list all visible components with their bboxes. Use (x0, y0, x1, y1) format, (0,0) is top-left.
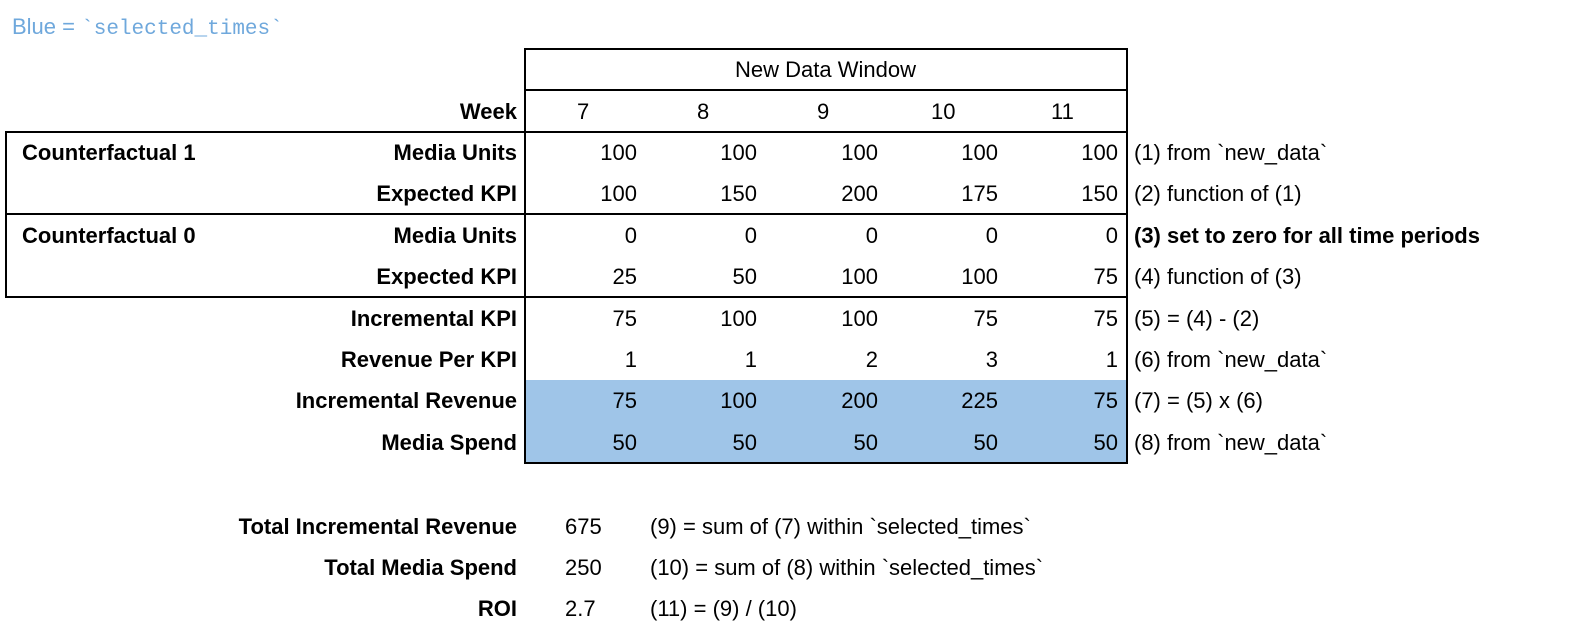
value-cell: 25 (612, 264, 637, 290)
value-cell: 200 (841, 181, 878, 207)
value-cell: 225 (961, 388, 998, 414)
total-label: Total Media Spend (324, 555, 517, 580)
value-cell: 100 (1081, 140, 1118, 165)
divider (524, 462, 1128, 464)
value-cell: 100 (720, 140, 757, 165)
week-label: Week (459, 99, 517, 124)
divider (5, 131, 7, 298)
value-cell: 3 (985, 347, 998, 372)
value-cell: 100 (600, 181, 637, 207)
row-note: (1) from `new_data` (1134, 140, 1328, 165)
divider (5, 131, 1128, 133)
total-value: 675 (565, 514, 602, 539)
value-cell: 100 (961, 140, 998, 165)
value-cell: 1 (1105, 347, 1118, 372)
table-row: Incremental Revenue 75 100 200 225 75 (7) = (5… (0, 380, 1588, 421)
table-row: Counterfactual 0 Media Units 0 0 0 0 0 (3) set … (0, 215, 1588, 256)
week-8: 8 (697, 99, 710, 124)
value-cell: 75 (973, 305, 998, 331)
total-label: Total Incremental Revenue (238, 514, 517, 539)
value-cell: 150 (720, 181, 757, 207)
value-cell: 200 (841, 388, 878, 414)
total-value: 2.7 (565, 596, 596, 621)
value-cell: 50 (973, 429, 998, 455)
row-note: (7) = (5) x (6) (1134, 388, 1263, 414)
new-data-window-title: New Data Window (735, 57, 916, 82)
total-note: (10) = sum of (8) within `selected_times… (650, 555, 1044, 580)
row-label: Expected KPI (376, 264, 517, 290)
value-cell: 150 (1081, 181, 1118, 207)
row-note: (5) = (4) - (2) (1134, 305, 1260, 331)
group-label: Counterfactual 0 (22, 222, 196, 248)
week-7: 7 (577, 99, 590, 124)
table-row: Expected KPI 25 50 100 100 75 (4) function of … (0, 256, 1588, 297)
value-cell: 100 (720, 388, 757, 414)
value-cell: 0 (624, 222, 637, 248)
divider (5, 296, 1128, 298)
value-cell: 75 (1093, 264, 1118, 290)
row-label: Media Units (393, 140, 517, 165)
row-label: Media Spend (381, 429, 517, 455)
legend: Blue = `selected_times` (12, 14, 283, 41)
week-10: 10 (931, 99, 956, 124)
value-cell: 50 (853, 429, 878, 455)
row-label: Revenue Per KPI (340, 347, 517, 372)
value-cell: 100 (720, 305, 757, 331)
row-note: (4) function of (3) (1134, 264, 1302, 290)
row-note: (2) function of (1) (1134, 181, 1302, 207)
row-label: Incremental KPI (350, 305, 517, 331)
total-note: (11) = (9) / (10) (650, 596, 797, 621)
value-cell: 75 (1093, 388, 1118, 414)
divider (524, 89, 1128, 91)
table-row: Expected KPI 100 150 200 175 150 (2) function … (0, 173, 1588, 214)
row-label: Incremental Revenue (295, 388, 517, 414)
legend-prefix: Blue = (12, 14, 82, 39)
value-cell: 100 (841, 140, 878, 165)
value-cell: 50 (732, 429, 757, 455)
value-cell: 1 (744, 347, 757, 372)
week-9: 9 (817, 99, 830, 124)
group-label: Counterfactual 1 (22, 140, 196, 165)
week-header-row: Week 7 8 9 10 11 (0, 91, 1588, 132)
value-cell: 100 (841, 305, 878, 331)
value-cell: 50 (732, 264, 757, 290)
table-row: Media Spend 50 50 50 50 50 (8) from `new_data` (0, 422, 1588, 463)
table-row: Counterfactual 1 Media Units 100 100 100 100 1… (0, 132, 1588, 173)
row-label: Expected KPI (376, 181, 517, 207)
value-cell: 50 (612, 429, 637, 455)
week-11: 11 (1051, 99, 1074, 124)
value-cell: 75 (612, 305, 637, 331)
value-cell: 0 (865, 222, 878, 248)
row-note: (3) set to zero for all time periods (1134, 222, 1480, 248)
legend-code: `selected_times` (81, 18, 283, 41)
row-note: (6) from `new_data` (1134, 347, 1328, 372)
total-row: Total Media Spend 250 (10) = sum of (8) wi… (0, 547, 1588, 588)
divider (5, 213, 1128, 215)
row-label: Media Units (393, 222, 517, 248)
value-cell: 100 (600, 140, 637, 165)
total-note: (9) = sum of (7) within `selected_times` (650, 514, 1031, 539)
value-cell: 75 (1093, 305, 1118, 331)
value-cell: 2 (865, 347, 878, 372)
value-cell: 0 (985, 222, 998, 248)
total-row: Total Incremental Revenue 675 (9) = sum of… (0, 506, 1588, 547)
value-cell: 100 (961, 264, 998, 290)
total-value: 250 (565, 555, 602, 580)
value-cell: 50 (1093, 429, 1118, 455)
divider (524, 48, 1128, 50)
divider (1126, 48, 1128, 464)
value-cell: 0 (1105, 222, 1118, 248)
table-row: Revenue Per KPI 1 1 2 3 1 (6) from `new_data` (0, 339, 1588, 380)
value-cell: 1 (624, 347, 637, 372)
selected-times-highlight (524, 380, 1127, 463)
total-row: ROI 2.7 (11) = (9) / (10) (0, 588, 1588, 629)
divider (524, 48, 526, 464)
value-cell: 100 (841, 264, 878, 290)
value-cell: 0 (744, 222, 757, 248)
table-row: Incremental KPI 75 100 100 75 75 (5) = (4) - (… (0, 298, 1588, 339)
value-cell: 75 (612, 388, 637, 414)
value-cell: 175 (961, 181, 998, 207)
row-note: (8) from `new_data` (1134, 429, 1328, 455)
total-label: ROI (477, 596, 517, 621)
